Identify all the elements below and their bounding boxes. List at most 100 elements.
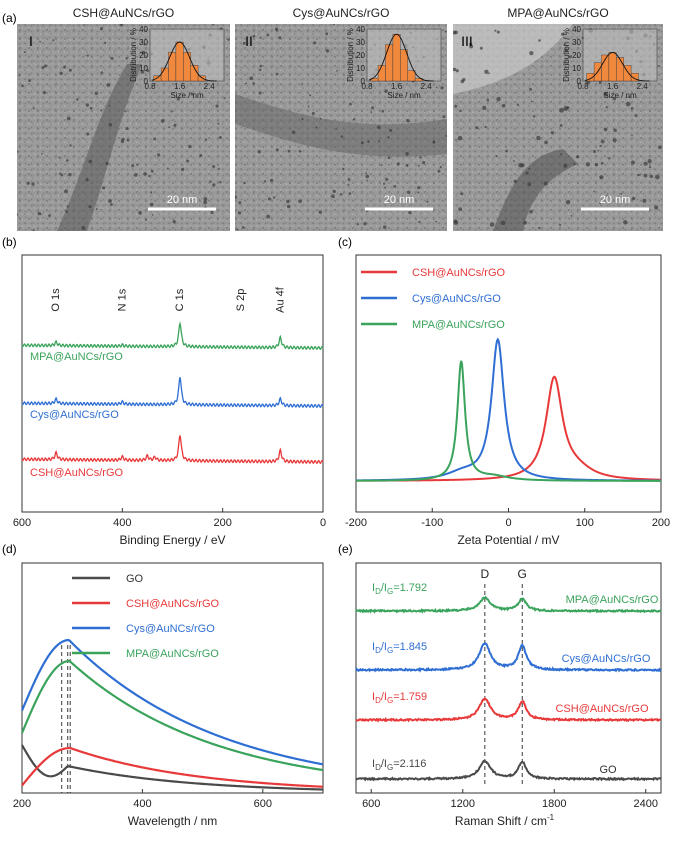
nanoparticle <box>599 175 604 180</box>
nanoparticle <box>605 106 608 109</box>
panel-label-b: (b) <box>2 235 17 249</box>
nanoparticle <box>124 110 127 113</box>
inset-y-tick: 40 <box>572 25 581 34</box>
x-tick-label: 600 <box>13 517 31 529</box>
nanoparticle <box>106 83 111 87</box>
nanoparticle <box>21 84 24 88</box>
ratio-part: =1.759 <box>393 691 427 703</box>
nanoparticle <box>455 69 459 73</box>
nanoparticle <box>440 86 444 90</box>
nanoparticle <box>565 199 571 205</box>
nanoparticle <box>561 32 565 36</box>
nanoparticle <box>307 105 310 108</box>
intensity-ratio-label: ID/IG=1.792 <box>372 582 427 596</box>
inset-x-label: Size / nm <box>387 91 421 100</box>
zeta-line <box>355 360 661 482</box>
raman-line <box>355 595 662 614</box>
nanoparticle <box>263 180 267 183</box>
intensity-ratio-label: ID/IG=2.116 <box>372 758 426 772</box>
legend-label: CSH@AuNCs/rGO <box>412 267 506 279</box>
nanoparticle <box>108 199 112 203</box>
nanoparticle <box>110 56 114 60</box>
nanoparticle <box>371 106 374 110</box>
nanoparticle <box>148 174 151 178</box>
nanoparticle <box>335 128 338 130</box>
nanoparticle <box>407 190 411 194</box>
nanoparticle <box>457 135 463 141</box>
nanoparticle <box>144 218 147 221</box>
nanoparticle <box>275 148 279 152</box>
nanoparticle <box>68 68 72 72</box>
nanoparticle <box>298 199 302 203</box>
nanoparticle <box>380 164 383 166</box>
nanoparticle <box>608 157 611 160</box>
x-axis-label: Wavelength / nm <box>128 814 218 828</box>
nanoparticle <box>603 127 608 132</box>
nanoparticle <box>125 57 128 60</box>
nanoparticle <box>286 199 290 204</box>
nanoparticle <box>190 92 194 96</box>
nanoparticle <box>238 201 242 205</box>
nanoparticle <box>642 198 647 203</box>
nanoparticle <box>336 70 338 72</box>
nanoparticle <box>252 82 255 85</box>
nanoparticle <box>393 185 397 188</box>
nanoparticle <box>360 141 364 145</box>
nanoparticle <box>331 194 335 199</box>
nanoparticle <box>631 196 636 201</box>
nanoparticle <box>28 79 31 83</box>
nanoparticle <box>223 97 226 99</box>
nanoparticle <box>210 210 214 214</box>
series-label: CSH@AuNCs/rGO <box>30 467 124 479</box>
nanoparticle <box>249 76 254 81</box>
nanoparticle <box>100 26 104 31</box>
inset-fit-curve <box>368 33 434 82</box>
nanoparticle <box>529 87 533 91</box>
nanoparticle <box>126 138 130 142</box>
nanoparticle <box>153 137 157 141</box>
inset-histogram: 0.8 1.6 2.4 0 10 20 30 40 Size / nm Distribution … <box>129 25 225 100</box>
inset-histogram: 0.8 1.6 2.4 0 10 20 30 40 Size / nm Distribution … <box>562 25 658 100</box>
nanoparticle <box>377 125 381 129</box>
inset-y-tick: 20 <box>139 51 148 60</box>
nanoparticle <box>426 200 429 203</box>
nanoparticle <box>528 167 531 170</box>
nanoparticle <box>89 106 93 110</box>
nanoparticle <box>437 169 441 173</box>
nanoparticle <box>138 211 142 215</box>
x-tick-label: -100 <box>421 517 443 529</box>
nanoparticle <box>435 220 437 223</box>
series-label: Cys@AuNCs/rGO <box>562 653 651 665</box>
nanoparticle <box>538 39 541 42</box>
nanoparticle <box>658 145 662 150</box>
uvvis-line <box>21 746 324 788</box>
raman-line <box>355 642 662 673</box>
nanoparticle <box>166 167 169 170</box>
nanoparticle <box>530 100 533 103</box>
nanoparticle <box>631 134 633 137</box>
nanoparticle <box>495 155 498 157</box>
inset-x-label: Size / nm <box>170 91 204 100</box>
nanoparticle <box>643 161 648 166</box>
inset-fit-curve <box>584 51 650 82</box>
nanoparticle <box>482 105 487 110</box>
series-label: MPA@AuNCs/rGO <box>566 594 659 606</box>
band-label: G <box>518 567 527 581</box>
nanoparticle <box>544 140 548 145</box>
nanoparticle <box>109 203 113 206</box>
nanoparticle <box>387 156 391 160</box>
nanoparticle <box>100 109 103 112</box>
nanoparticle <box>309 94 312 97</box>
inset-y-tick: 30 <box>572 38 581 47</box>
xps-line <box>21 321 324 351</box>
nanoparticle <box>125 126 129 131</box>
inset-y-tick: 40 <box>356 25 365 34</box>
nanoparticle <box>435 86 438 89</box>
nanoparticle <box>272 196 276 199</box>
inset-bar <box>190 65 199 82</box>
nanoparticle <box>102 186 106 190</box>
nanoparticle <box>274 27 278 31</box>
nanoparticle <box>598 81 602 85</box>
nanoparticle <box>494 29 497 32</box>
